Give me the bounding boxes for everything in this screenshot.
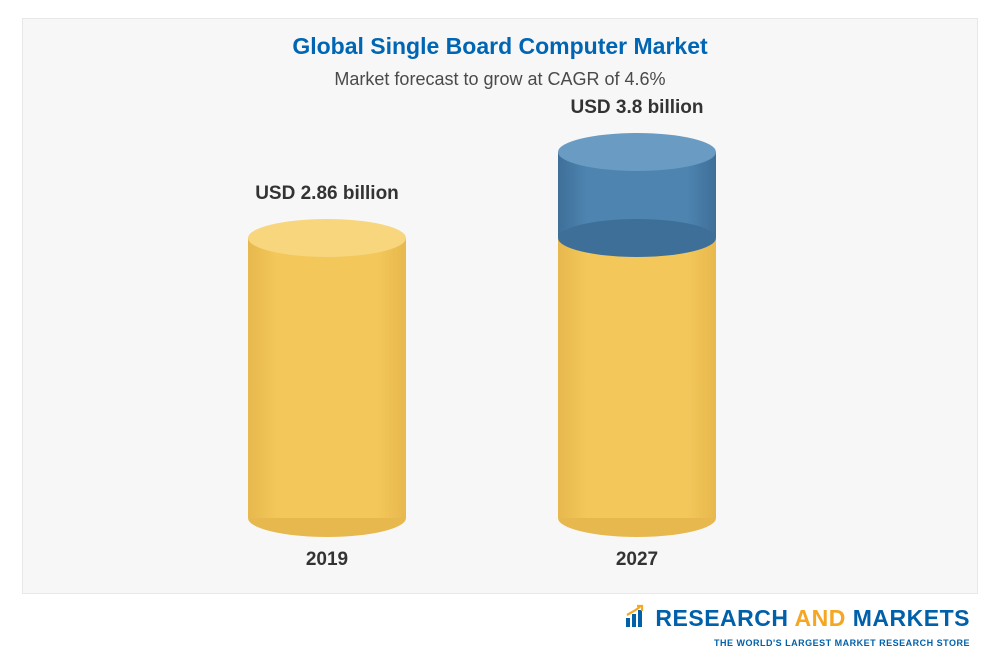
logo-icon bbox=[623, 604, 649, 636]
cylinder-top bbox=[558, 133, 716, 171]
cylinder-segment bbox=[248, 238, 406, 518]
cylinder-segment bbox=[558, 238, 716, 518]
logo-tagline: THE WORLD'S LARGEST MARKET RESEARCH STOR… bbox=[623, 638, 970, 648]
bar-year-label: 2027 bbox=[558, 549, 716, 571]
logo-word-and: AND bbox=[795, 605, 846, 631]
bar-year-label: 2019 bbox=[248, 549, 406, 571]
chart-title: Global Single Board Computer Market bbox=[23, 33, 977, 60]
cylinder-top bbox=[248, 219, 406, 257]
chart-panel: Global Single Board Computer Market Mark… bbox=[22, 18, 978, 594]
bar-value-label: USD 3.8 billion bbox=[528, 97, 746, 119]
brand-logo: RESEARCH AND MARKETS THE WORLD'S LARGEST… bbox=[623, 604, 970, 648]
logo-word-markets: MARKETS bbox=[853, 605, 970, 631]
cylinder-bar: USD 2.86 billion2019 bbox=[248, 219, 406, 537]
cylinder-join bbox=[558, 219, 716, 257]
logo-text: RESEARCH AND MARKETS bbox=[623, 604, 970, 636]
cylinder-bar: USD 3.8 billion2027 bbox=[558, 133, 716, 537]
bar-value-label: USD 2.86 billion bbox=[218, 183, 436, 205]
chart-subtitle: Market forecast to grow at CAGR of 4.6% bbox=[23, 69, 977, 90]
logo-word-research: RESEARCH bbox=[655, 605, 788, 631]
